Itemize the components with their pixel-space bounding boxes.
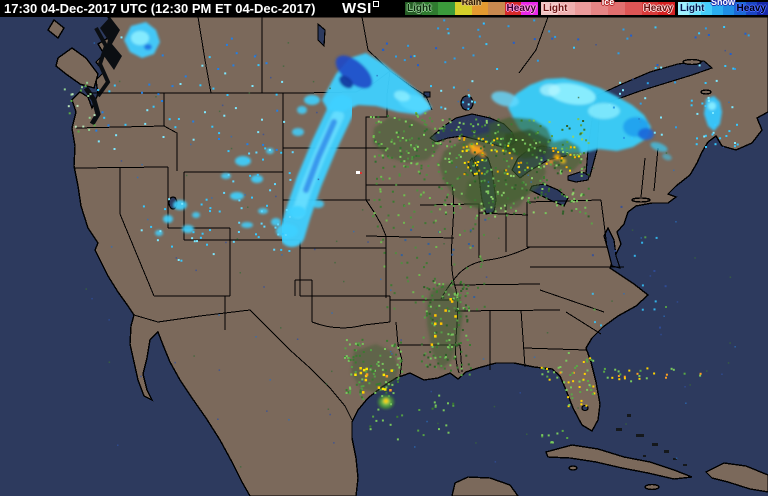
legend-color-segment [521,2,538,15]
wsi-logo: WSI [342,0,379,17]
legend-color-segment [641,2,659,15]
header-bar: 17:30 04-Dec-2017 UTC (12:30 PM ET 04-De… [0,0,768,17]
legend-color-segment [658,2,675,15]
timestamp-text: 17:30 04-Dec-2017 UTC (12:30 PM ET 04-De… [4,1,316,16]
legend-color-segment [488,2,505,15]
legend-title-snow: Snow [711,0,735,7]
legend-color-segment [678,2,690,15]
wsi-logo-mark-icon [372,1,379,7]
legend-group-snow: Snow Light Heavy [678,0,768,17]
legend-color-segment [421,2,439,15]
radar-map [0,17,768,496]
legend-light-label: Light [543,3,568,14]
legend-light-label: Light [680,3,705,14]
legend-color-segment [591,2,608,15]
map-canvas [0,17,768,496]
legend-color-segment [689,2,701,15]
legend-color-segment [608,2,625,15]
legend-color-segment [405,2,422,15]
legend-heavy-label: Heavy [736,3,766,14]
islands-small [616,414,687,466]
legend-title-rain: Rain [461,0,482,7]
legend-color-segment [504,2,522,15]
legend-color-segment [700,2,712,15]
legend-bar-rain [405,2,538,15]
legend-color-segment [438,2,455,15]
legend-color-segment [711,2,723,15]
legend-color-segment [756,2,768,15]
radar-markers [356,171,362,174]
legend-bar-ice [541,2,675,15]
legend-color-segment [471,2,489,15]
legend-heavy-label: Heavy [643,3,673,14]
legend-color-segment [454,2,472,15]
legend-color-segment [541,2,558,15]
legend-heavy-label: Heavy [506,3,536,14]
radar-precip-speckles [63,19,750,468]
legend-color-segment [745,2,757,15]
legend-group-ice: Ice Light Heavy [541,0,675,17]
legend-title-ice: Ice [601,0,615,7]
legend-color-segment [723,2,735,15]
legend-group-rain: Rain Light Heavy [405,0,538,17]
legend-color-segment [624,2,642,15]
legend-light-label: Light [407,3,432,14]
legend-color-segment [557,2,575,15]
legend-color-segment [574,2,592,15]
no-data-coast [83,17,122,126]
radar-snow-band [279,95,355,247]
legend-color-segment [734,2,746,15]
legend-bar-snow [678,2,768,15]
